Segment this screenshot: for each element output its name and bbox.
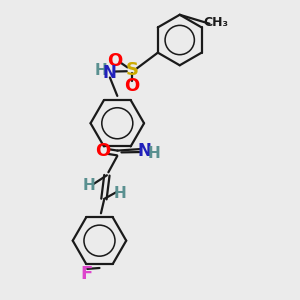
- Text: O: O: [124, 77, 140, 95]
- Text: O: O: [95, 142, 110, 160]
- Text: H: H: [83, 178, 95, 193]
- Text: N: N: [137, 142, 151, 160]
- Text: H: H: [148, 146, 161, 161]
- Text: H: H: [94, 63, 107, 78]
- Text: S: S: [126, 61, 139, 79]
- Text: H: H: [114, 186, 127, 201]
- Text: O: O: [107, 52, 122, 70]
- Text: CH₃: CH₃: [203, 16, 228, 29]
- Text: N: N: [103, 64, 117, 82]
- Text: F: F: [80, 265, 92, 283]
